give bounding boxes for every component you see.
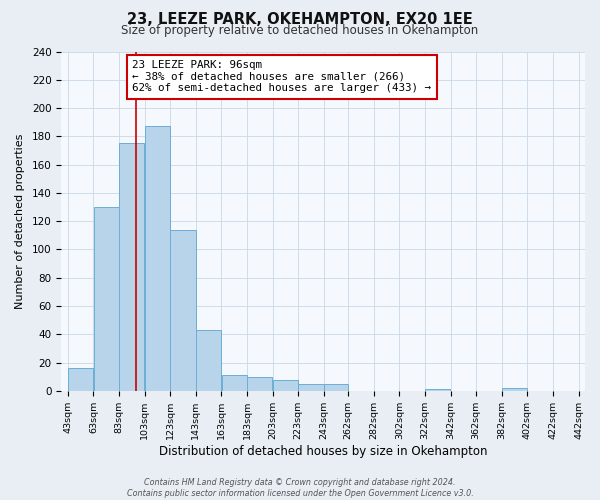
Bar: [221, 376, 247, 391]
Bar: [119, 144, 145, 391]
X-axis label: Distribution of detached houses by size in Okehampton: Distribution of detached houses by size …: [159, 444, 487, 458]
Bar: [94, 207, 119, 391]
Y-axis label: Number of detached properties: Number of detached properties: [15, 134, 25, 309]
Bar: [298, 384, 323, 391]
Text: 23, LEEZE PARK, OKEHAMPTON, EX20 1EE: 23, LEEZE PARK, OKEHAMPTON, EX20 1EE: [127, 12, 473, 28]
Bar: [68, 368, 93, 391]
Bar: [273, 380, 298, 391]
Text: 23 LEEZE PARK: 96sqm
← 38% of detached houses are smaller (266)
62% of semi-deta: 23 LEEZE PARK: 96sqm ← 38% of detached h…: [132, 60, 431, 93]
Bar: [502, 388, 527, 391]
Text: Size of property relative to detached houses in Okehampton: Size of property relative to detached ho…: [121, 24, 479, 37]
Bar: [196, 330, 221, 391]
Bar: [145, 126, 170, 391]
Bar: [425, 390, 451, 391]
Bar: [170, 230, 196, 391]
Text: Contains HM Land Registry data © Crown copyright and database right 2024.
Contai: Contains HM Land Registry data © Crown c…: [127, 478, 473, 498]
Bar: [324, 384, 348, 391]
Bar: [247, 376, 272, 391]
